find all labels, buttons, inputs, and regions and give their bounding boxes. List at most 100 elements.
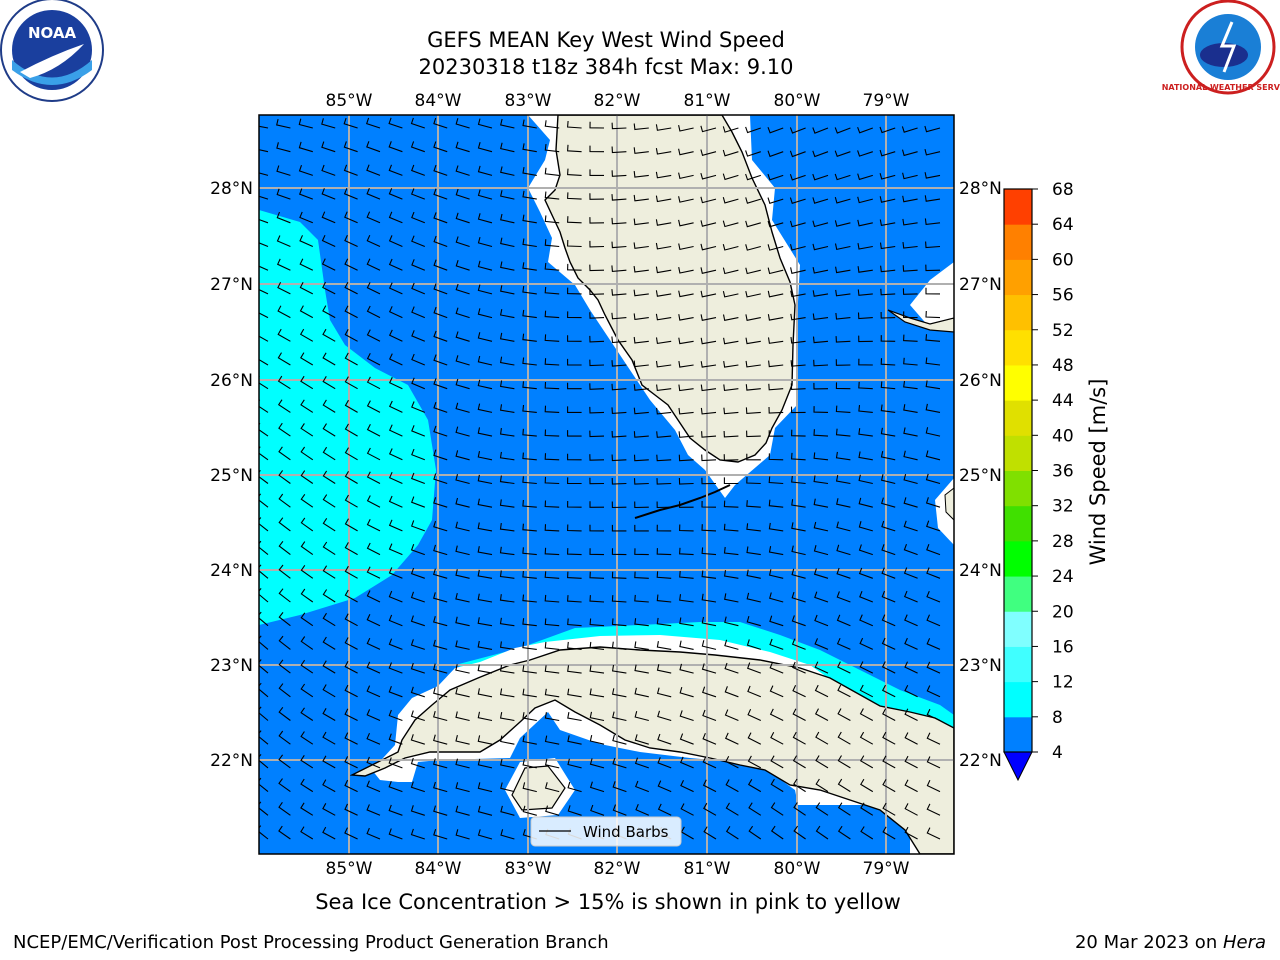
wind-barb [903,427,918,437]
wind-barb [277,282,291,295]
wind-barb [880,450,896,461]
wind-barb [567,524,582,532]
wind-barb [477,688,493,698]
wind-barb [276,235,291,248]
wind-barb [433,473,448,485]
wind-barb [769,662,784,674]
wind-barb [477,805,493,816]
wind-barb [410,781,425,793]
wind-barb [300,399,314,413]
wind-barb [411,377,426,390]
wind-barb [700,314,717,321]
wind-barb [433,212,448,224]
wind-barb [567,406,582,413]
lat-label: 25°N [959,466,1002,486]
wind-barb [366,709,381,722]
wind-barb [499,570,515,579]
wind-barb [924,218,941,226]
wind-barb [455,640,470,650]
footer-date-text: 20 Mar 2023 on [1074,932,1223,953]
wind-barb [925,473,941,485]
colorbar-cell [1004,505,1032,542]
wind-barb [791,499,806,508]
wind-barb [278,754,291,769]
wind-barb [544,688,560,698]
wind-barb [300,493,314,508]
wind-barb [860,826,874,840]
wind-barb [791,522,806,532]
wind-barb [499,308,515,319]
wind-barb [924,125,941,133]
wind-barb [858,451,873,461]
wind-barb [259,682,269,698]
wind-barb [702,779,717,793]
wind-barb [745,126,761,134]
wind-barb [746,569,761,579]
wind-barb [678,431,694,438]
wind-barb [678,172,694,180]
wind-barb [522,262,537,271]
wind-barb [544,381,560,390]
wind-barb [611,454,627,462]
colorbar-cell [1004,364,1032,401]
wind-barb [589,454,605,461]
wind-barb [322,446,336,461]
lon-label: 84°W [415,859,462,879]
wind-barb [500,190,515,200]
colorbar-tick-label: 60 [1052,250,1074,270]
wind-barb [701,500,717,508]
wind-barb [678,219,694,227]
wind-barb [499,617,515,627]
wind-barb [655,124,672,131]
wind-barb [702,756,717,769]
wind-barb [926,779,941,793]
wind-barb [278,706,291,721]
wind-barb [790,290,806,298]
wind-barb [722,290,739,298]
wind-barb [835,359,851,366]
florida-keys [634,484,731,519]
wind-barb [544,144,560,153]
colorbar-cell [1004,189,1032,225]
wind-barb [611,265,627,272]
wind-barb [590,804,605,816]
wind-barb [679,594,694,603]
wind-barb [278,470,291,484]
wind-barb [858,567,873,579]
wind-barb [904,755,918,769]
wind-barb [544,453,560,461]
wind-barb [321,118,336,129]
wind-barb [544,358,560,366]
wind-barb [634,711,649,722]
wind-barb [544,310,560,319]
wind-barb [522,309,537,319]
wind-barbs-legend: Wind Barbs [530,816,682,847]
wind-barb [634,734,649,745]
wind-barb [700,196,717,204]
wind-barb [679,710,694,722]
wind-barb [701,593,717,603]
wind-barb [678,124,694,132]
wind-barb [725,826,739,840]
wind-barb [567,287,582,295]
wind-barb [300,612,314,627]
wind-barb [366,495,381,508]
wind-barb [259,329,269,342]
wind-barb [701,663,717,674]
colorbar-tick-label: 28 [1052,532,1074,552]
wind-barb [634,501,649,509]
wind-barb [589,145,605,153]
wind-barb [700,125,717,133]
wind-barb [522,381,537,390]
wind-barb [455,734,470,745]
wind-barb [902,288,918,295]
wind-barb [745,290,761,298]
wind-barb [259,399,269,413]
wind-barb [925,264,941,272]
wind-barb [410,805,425,816]
wind-barb [455,260,470,271]
colorbar-tick-label: 24 [1052,567,1074,587]
wind-barb [567,500,582,508]
wind-barb [834,173,851,181]
wind-barb [881,544,896,556]
